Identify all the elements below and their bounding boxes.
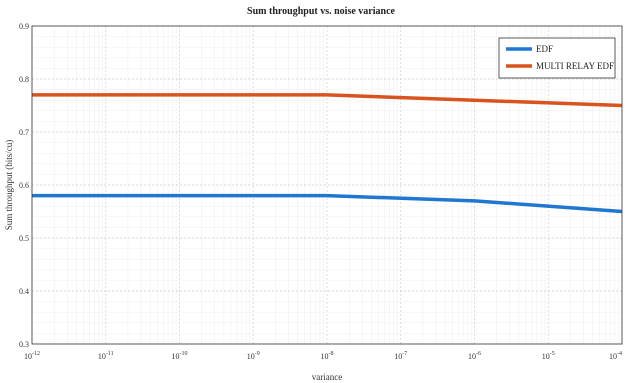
y-tick-label: 0.9 bbox=[19, 22, 29, 31]
y-tick-label: 0.8 bbox=[19, 75, 29, 84]
x-tick-label: 10-8 bbox=[321, 351, 334, 361]
y-axis-label: Sum throughput (bits/cu) bbox=[4, 140, 14, 231]
x-tick-label: 10-10 bbox=[172, 351, 188, 361]
x-tick-label: 10-12 bbox=[24, 351, 40, 361]
series-line-1 bbox=[32, 93, 623, 108]
legend: EDF MULTI RELAY EDF bbox=[498, 37, 616, 79]
y-tick-label: 0.3 bbox=[19, 340, 29, 349]
x-tick-label: 10-5 bbox=[542, 351, 555, 361]
legend-label-multi-relay-edf: MULTI RELAY EDF bbox=[536, 61, 614, 71]
y-tick-label: 0.6 bbox=[19, 181, 29, 190]
x-tick-label: 10-7 bbox=[394, 351, 407, 361]
y-tick-label: 0.5 bbox=[19, 234, 29, 243]
series-line-0 bbox=[32, 193, 623, 214]
x-tick-label: 10-6 bbox=[468, 351, 481, 361]
y-tick-label: 0.4 bbox=[19, 287, 29, 296]
plot-frame bbox=[31, 25, 623, 345]
series-lines bbox=[32, 93, 623, 214]
x-axis-label: variance bbox=[312, 372, 342, 382]
x-tick-labels: 10-12 10-11 10-10 10-9 10-8 10-7 10-6 10-5 10-4 bbox=[24, 351, 622, 361]
chart-title: Sum throughput vs. noise variance bbox=[247, 6, 395, 17]
x-tick-label: 10-4 bbox=[609, 351, 622, 361]
x-tick-label: 10-11 bbox=[98, 351, 114, 361]
y-tick-labels: 0.3 0.4 0.5 0.6 0.7 0.8 0.9 bbox=[19, 22, 29, 349]
legend-box bbox=[498, 37, 616, 79]
x-tick-label: 10-9 bbox=[247, 351, 260, 361]
legend-label-edf: EDF bbox=[536, 44, 553, 54]
y-tick-label: 0.7 bbox=[19, 128, 29, 137]
